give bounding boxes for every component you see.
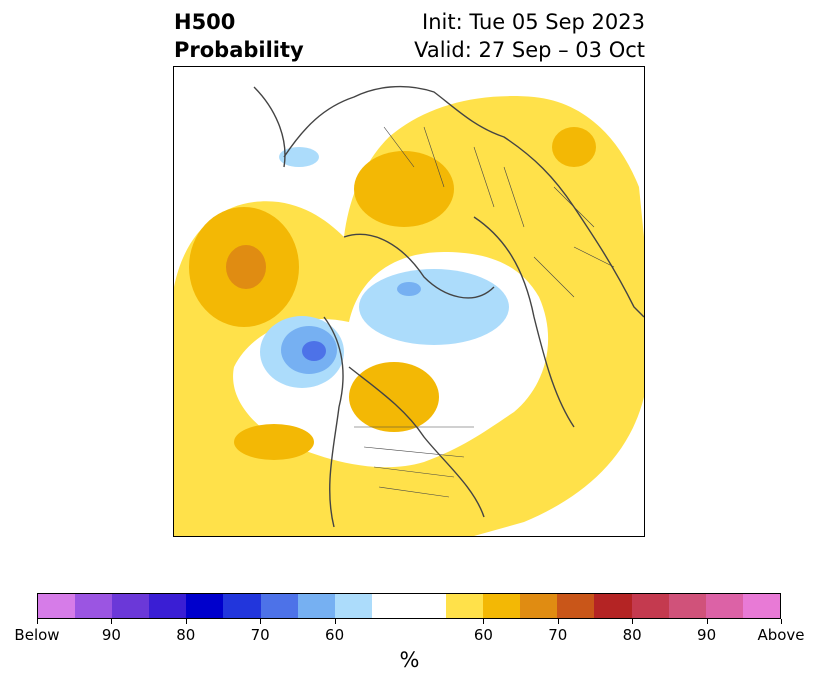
colorbar-segment <box>483 594 521 618</box>
colorbar-segment <box>408 594 447 618</box>
colorbar-segment <box>186 594 224 618</box>
colorbar-tick-mark <box>781 619 782 624</box>
colorbar-segment <box>557 594 595 618</box>
colorbar-segment <box>75 594 113 618</box>
colorbar-ticks: Below 90 80 70 60 60 70 80 90 Above <box>0 626 819 646</box>
colorbar-tick-mark <box>706 619 708 624</box>
colorbar-segment <box>260 594 298 618</box>
below-70-arctic <box>397 282 421 296</box>
chart-title-right: Init: Tue 05 Sep 2023 Valid: 27 Sep – 03… <box>414 8 645 64</box>
chart-title-left: H500 Probability <box>174 8 304 64</box>
colorbar-segment <box>112 594 150 618</box>
colorbar-tick-label: 90 <box>697 626 717 644</box>
colorbar-tick-mark <box>111 619 113 624</box>
title-field-name: H500 <box>174 10 236 34</box>
colorbar-segment <box>38 594 76 618</box>
below-60-siberia <box>279 147 319 167</box>
colorbar-tick-label: 90 <box>101 626 121 644</box>
colorbar-tick-mark <box>483 619 485 624</box>
colorbar-segment <box>334 594 372 618</box>
colorbar-tick-mark <box>334 619 336 624</box>
colorbar-segment <box>668 594 706 618</box>
below-60-arctic <box>359 269 509 345</box>
colorbar-tick-mark <box>185 619 187 624</box>
above-70-asia-east <box>552 127 596 167</box>
colorbar-segment <box>705 594 743 618</box>
borders <box>354 126 615 498</box>
colorbar-segment <box>631 594 669 618</box>
colorbar-segment <box>149 594 187 618</box>
coastlines <box>253 85 644 528</box>
init-date: Init: Tue 05 Sep 2023 <box>422 10 645 34</box>
colorbar-tick-label: 80 <box>176 626 196 644</box>
valid-date-range: Valid: 27 Sep – 03 Oct <box>414 38 645 62</box>
colorbar-tick-mark <box>557 619 559 624</box>
colorbar-segment <box>742 594 780 618</box>
colorbar <box>37 593 781 619</box>
above-70-europe <box>354 151 454 227</box>
colorbar-segment <box>520 594 558 618</box>
colorbar-segment <box>223 594 261 618</box>
colorbar-tick-mark <box>632 619 634 624</box>
colorbar-tick-label: 70 <box>548 626 568 644</box>
colorbar-tick-label: 80 <box>622 626 642 644</box>
neutral-north <box>264 67 474 147</box>
colorbar-segment <box>297 594 335 618</box>
colorbar-segment <box>446 594 484 618</box>
colorbar-segment <box>371 594 409 618</box>
below-80-alaska <box>302 341 326 361</box>
colorbar-unit: % <box>399 648 420 672</box>
colorbar-tick-mark <box>37 619 38 624</box>
above-70-canada <box>349 362 439 432</box>
above-80-pacific <box>226 245 266 289</box>
above-70-atlantic <box>234 424 314 460</box>
colorbar-tick-label: 60 <box>473 626 493 644</box>
probability-map <box>174 67 644 536</box>
colorbar-tick-label: Above <box>757 626 805 644</box>
colorbar-tick-label: Below <box>14 626 60 644</box>
colorbar-tick-mark <box>260 619 262 624</box>
colorbar-tick-label: 60 <box>325 626 345 644</box>
title-field-type: Probability <box>174 38 304 62</box>
colorbar-tick-label: 70 <box>250 626 270 644</box>
map-panel <box>173 66 645 537</box>
colorbar-segment <box>594 594 632 618</box>
